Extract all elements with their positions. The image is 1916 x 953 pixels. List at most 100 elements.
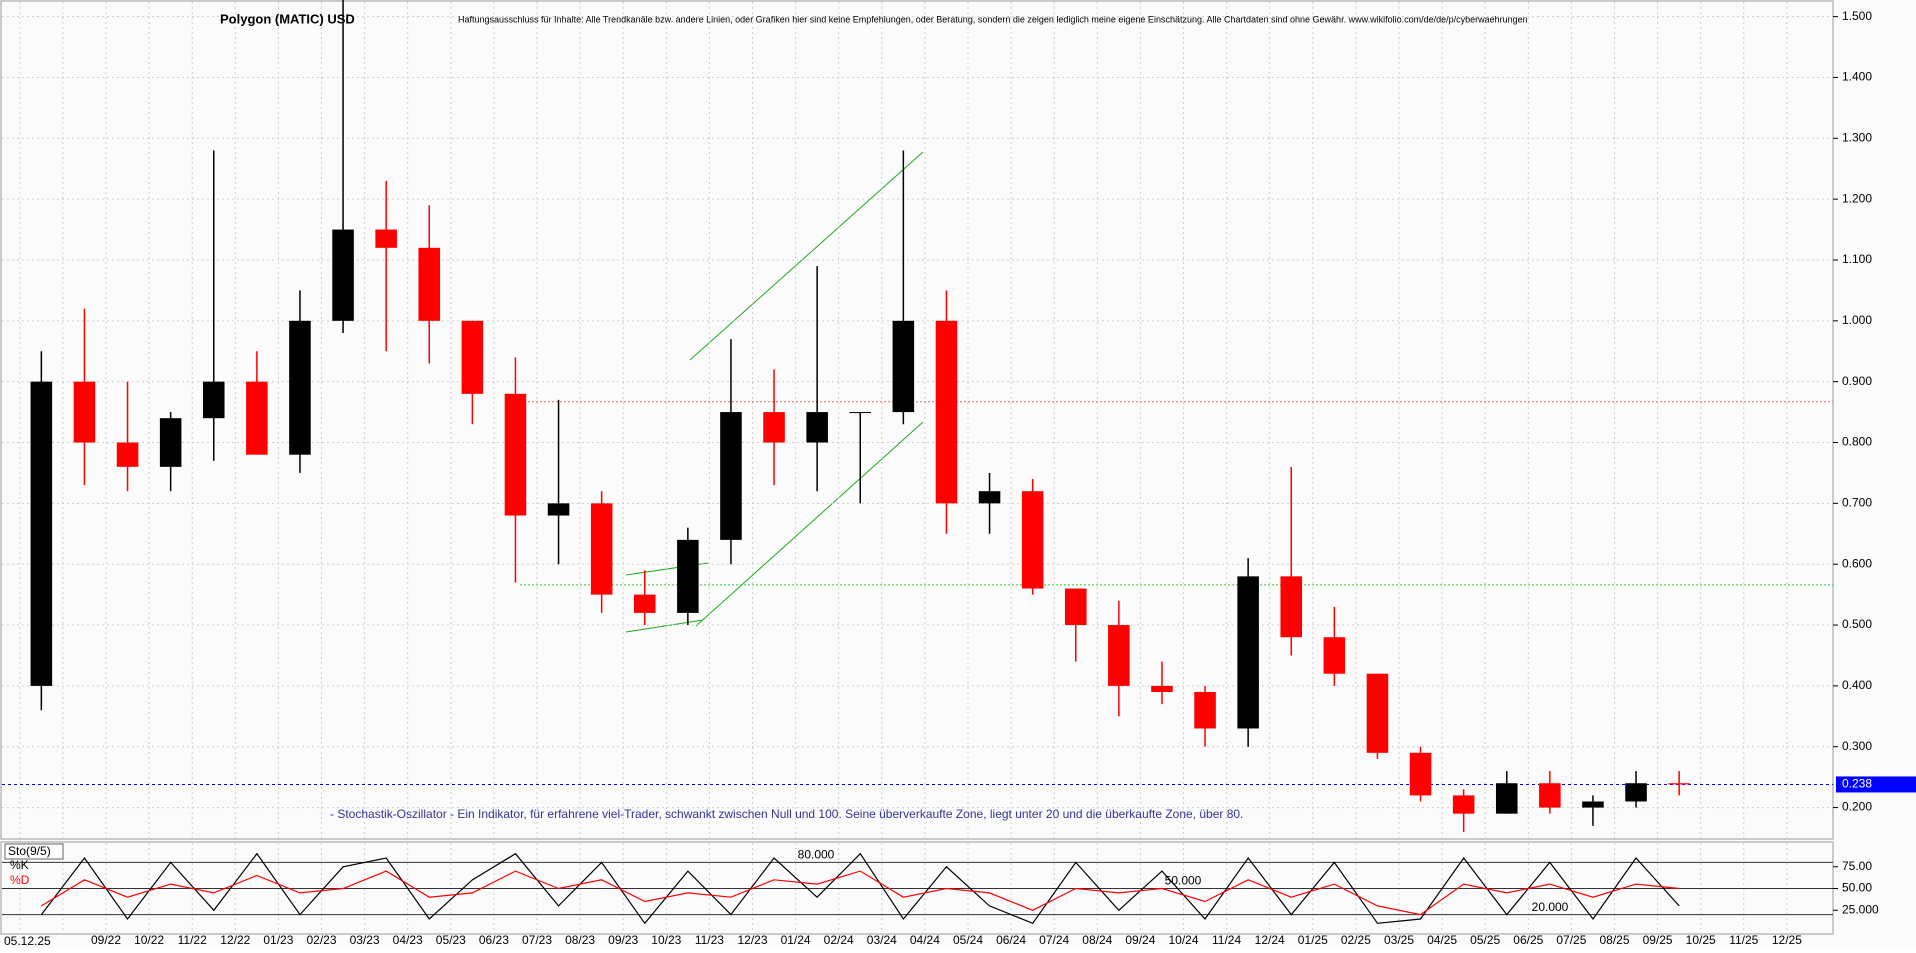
x-tick-label: 09/24 — [1125, 933, 1155, 947]
y-tick-label: 1.300 — [1842, 130, 1872, 144]
y-tick-label: 0.700 — [1842, 496, 1872, 510]
candle-body — [202, 381, 225, 419]
candle-body — [1409, 752, 1432, 796]
x-tick-label: 12/25 — [1772, 933, 1802, 947]
disclaimer: Haftungsausschluss für Inhalte: Alle Tre… — [458, 14, 1528, 24]
candle-body — [159, 418, 182, 467]
x-tick-label: 10/23 — [651, 933, 681, 947]
y-tick-label: 1.500 — [1842, 9, 1872, 23]
y-tick-label: 0.400 — [1842, 678, 1872, 692]
candle-body — [1280, 576, 1303, 638]
x-tick-label: 10/25 — [1686, 933, 1716, 947]
x-tick-label: 03/24 — [867, 933, 897, 947]
x-tick-label: 06/24 — [996, 933, 1026, 947]
x-tick-label: 04/23 — [393, 933, 423, 947]
candle-body — [763, 412, 785, 443]
legend-entry: %K — [10, 858, 29, 872]
x-tick-label: 07/25 — [1556, 933, 1586, 947]
legend-entry: %D — [10, 873, 30, 887]
y-tick-label: 0.900 — [1842, 374, 1872, 388]
candle-body — [73, 381, 96, 443]
x-tick-label: 05/24 — [953, 933, 983, 947]
candle-body — [116, 442, 139, 467]
x-tick-label: 07/24 — [1039, 933, 1069, 947]
candle-body — [289, 320, 311, 455]
x-tick-label: 11/25 — [1729, 933, 1758, 947]
x-tick-label: 06/23 — [479, 933, 509, 947]
chart-title: Polygon (MATIC) USD — [220, 11, 355, 26]
level-label: 80.000 — [798, 848, 835, 862]
y-tick-label: 0.200 — [1842, 800, 1872, 814]
last-price-label: 0.238 — [1842, 777, 1872, 791]
candle-body — [1108, 625, 1130, 686]
candle-body — [1237, 576, 1259, 729]
candle-body — [1495, 783, 1518, 814]
x-tick-label: 08/25 — [1599, 933, 1629, 947]
series-line — [41, 870, 1680, 916]
x-tick-label: 04/24 — [910, 933, 940, 947]
x-tick-label: 01/24 — [781, 933, 811, 947]
candle-body — [332, 229, 354, 321]
candle-body — [375, 229, 397, 248]
trend-line — [625, 619, 704, 633]
x-tick-label: 12/23 — [737, 933, 767, 947]
x-tick-label: 11/22 — [178, 933, 207, 947]
candle-body — [246, 381, 268, 455]
trend-line — [695, 421, 924, 627]
last-price-box — [1836, 776, 1916, 793]
candle-body — [677, 539, 699, 613]
y-tick-label: 1.100 — [1842, 252, 1872, 266]
x-tick-label: 03/23 — [350, 933, 380, 947]
y-tick-label: 0.500 — [1842, 617, 1872, 631]
x-tick-label: 10/24 — [1168, 933, 1198, 947]
x-tick-label: 11/23 — [695, 933, 724, 947]
y-tick-label: 0.800 — [1842, 435, 1872, 449]
x-tick-label: 08/23 — [565, 933, 595, 947]
candle-body — [1625, 783, 1647, 802]
y-tick-label: 75.00 — [1842, 859, 1872, 873]
x-tick-label: 10/22 — [134, 933, 164, 947]
level-label: 20.000 — [1532, 900, 1569, 914]
indicator-note: - Stochastik-Oszillator - Ein Indikator,… — [330, 807, 1243, 821]
trend-line — [689, 151, 924, 361]
x-tick-label: 05/25 — [1470, 933, 1500, 947]
x-tick-label: 03/25 — [1384, 933, 1414, 947]
candle-body — [978, 491, 1001, 504]
candle-body — [1582, 801, 1604, 808]
x-tick-label: 02/24 — [824, 933, 854, 947]
series-line — [40, 852, 1680, 925]
y-tick-label: 0.300 — [1842, 739, 1872, 753]
candle-body — [1323, 637, 1346, 674]
candle-body — [1539, 783, 1561, 808]
candle-body — [1452, 795, 1475, 814]
candle-body — [935, 320, 958, 504]
candle-body — [720, 412, 742, 540]
price-panel-frame — [0, 0, 1834, 840]
y-tick-label: 1.000 — [1842, 313, 1872, 327]
y-tick-label: 0.600 — [1842, 556, 1872, 570]
candle-body — [1151, 685, 1173, 692]
y-tick-label: 25.000 — [1842, 902, 1879, 916]
date-label: 05.12.25 — [4, 934, 51, 948]
indicator-title: Sto(9/5) — [8, 844, 51, 858]
candle-body — [1064, 588, 1087, 626]
candle-body — [1668, 783, 1690, 785]
candle-body — [1194, 691, 1216, 729]
candle-body — [547, 503, 570, 516]
x-tick-label: 05/23 — [436, 933, 466, 947]
candle-body — [590, 503, 613, 595]
x-tick-label: 12/24 — [1255, 933, 1285, 947]
x-tick-label: 07/23 — [522, 933, 552, 947]
candle-body — [892, 320, 915, 413]
x-tick-label: 01/25 — [1298, 933, 1328, 947]
candle-body — [1366, 673, 1389, 753]
y-tick-label: 1.200 — [1842, 191, 1872, 205]
candle-body — [849, 412, 872, 414]
x-tick-label: 09/25 — [1643, 933, 1673, 947]
y-tick-label: 50.00 — [1842, 881, 1872, 895]
candle-body — [504, 393, 527, 516]
indicator-box — [4, 843, 64, 860]
